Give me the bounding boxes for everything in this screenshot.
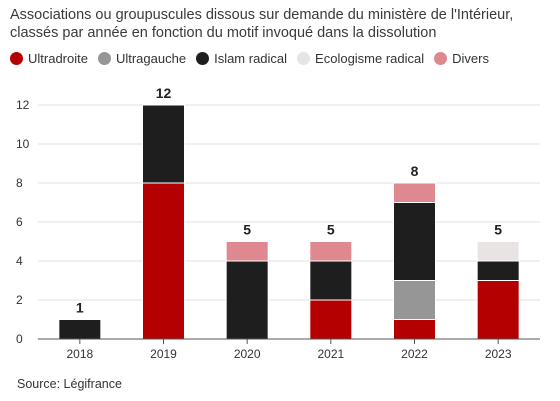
y-tick-label: 0 [16,332,23,346]
y-tick-label: 6 [16,215,23,229]
y-tick-label: 12 [16,98,30,112]
legend-swatch-ecologisme-radical [297,52,311,65]
bar-segment [309,299,353,340]
bar-total-label: 8 [411,163,419,179]
legend-item-divers: Divers [434,51,489,66]
bar-segment [225,260,269,340]
source-note: Source: Légifrance [17,377,122,391]
bar-segment [393,319,436,340]
bar-total-label: 5 [243,222,251,238]
bar-segment [309,241,353,262]
x-tick-label: 2019 [150,347,177,361]
legend-label-divers: Divers [452,51,489,66]
bar-segment [476,260,520,281]
x-tick-label: 2023 [485,347,512,361]
chart-title: Associations ou groupuscules dissous sur… [10,7,514,41]
legend-swatch-ultragauche [97,52,111,65]
y-tick-label: 2 [16,293,23,307]
legend-label-ecologisme-radical: Ecologisme radical [315,51,425,66]
legend-item-islam-radical: Islam radical [196,51,287,66]
legend-label-ultragauche: Ultragauche [115,51,187,66]
legend-label-ultradroite: Ultradroite [28,51,88,66]
bar-total-label: 12 [156,85,172,101]
legend-label-islam-radical: Islam radical [214,51,288,66]
bar-segment [393,182,436,203]
y-tick-label: 4 [16,254,23,268]
bar-segment [142,104,185,184]
bar-segment [58,319,102,340]
legend-swatch-islam-radical [196,52,210,65]
x-tick-label: 2020 [234,347,261,361]
bar-segment [476,280,520,340]
legend-item-ultradroite: Ultradroite [10,51,88,66]
bar-segment [309,260,353,301]
legend-swatch-divers [434,52,448,65]
bar-segment [393,280,436,320]
bar-total-label: 5 [327,222,335,238]
bar-segment [225,241,269,262]
legend-swatch-ultradroite [10,52,23,65]
legend: Ultradroite Ultragauche Islam radical Ec… [10,51,499,66]
y-tick-label: 8 [16,176,23,190]
bar-segment [393,202,436,281]
bar-segment [142,182,185,340]
y-tick-label: 10 [16,137,30,151]
stacked-bar-chart: 0 2 4 6 8 10 12 1 2018 12 2019 5 2020 5 2021 8 2022 5 2023 [16,85,540,361]
legend-item-ecologisme-radical: Ecologisme radical [297,51,424,66]
legend-item-ultragauche: Ultragauche [97,51,187,66]
x-tick-label: 2018 [66,347,93,361]
x-tick-label: 2021 [317,347,344,361]
bar-segment [476,241,520,262]
x-tick-label: 2022 [401,347,428,361]
bar-total-label: 1 [76,300,84,316]
bar-total-label: 5 [494,222,502,238]
